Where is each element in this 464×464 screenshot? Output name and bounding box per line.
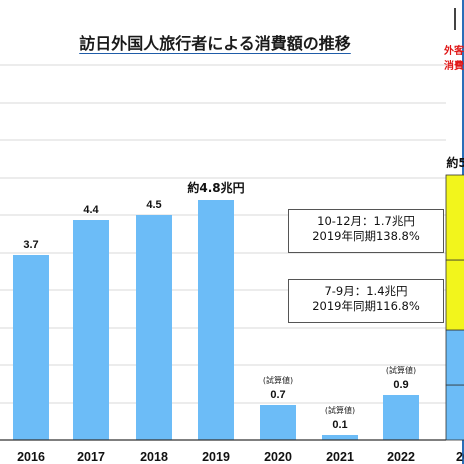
bar (260, 405, 296, 440)
estimate-note: (試算値) (263, 375, 293, 385)
side-note: 外客 消費 (444, 44, 464, 74)
data-label: 4.5 (146, 199, 161, 211)
data-label: 3.7 (23, 239, 38, 251)
data-label: 4.4 (83, 204, 99, 216)
stacked-bar-segment (445, 384, 464, 441)
bar (13, 255, 49, 440)
estimate-note: (試算値) (386, 365, 416, 375)
x-tick-label: 20 (456, 450, 464, 464)
bar (383, 395, 419, 440)
stacked-bar-segment (445, 174, 464, 261)
bar (73, 220, 109, 440)
callout-line: 2019年同期138.8% (312, 229, 420, 243)
bar (322, 435, 358, 440)
callout-line: 7-9月：1.4兆円 (324, 284, 408, 298)
x-tick-label: 2017 (77, 450, 105, 464)
x-tick-label: 2019 (202, 450, 230, 464)
callout-oct-dec: 10-12月：1.7兆円 2019年同期138.8% (288, 209, 444, 253)
bar (136, 215, 172, 440)
x-tick-label: 2022 (387, 450, 415, 464)
stacked-bar-segment (445, 329, 464, 386)
corner-bracket (454, 8, 456, 30)
data-label: 0.9 (393, 379, 408, 391)
callout-jul-sep: 7-9月：1.4兆円 2019年同期116.8% (288, 279, 444, 323)
stacked-bar-segment (445, 259, 464, 331)
data-label: 0.7 (270, 389, 285, 401)
callout-line: 2019年同期116.8% (312, 299, 420, 313)
bar (198, 200, 234, 440)
side-note-line: 消費 (444, 61, 464, 72)
data-label: 0.1 (332, 419, 347, 431)
x-tick-label: 2018 (140, 450, 168, 464)
side-note-line: 外客 (444, 46, 464, 57)
headline-label: 約4.8兆円 (187, 180, 244, 195)
chart-title: 訪日外国人旅行者による消費額の推移 (79, 34, 351, 53)
x-tick-label: 2016 (17, 450, 45, 464)
headline-label: 約5.3 (446, 155, 464, 170)
x-tick-label: 2020 (264, 450, 292, 464)
callout-line: 10-12月：1.7兆円 (317, 214, 415, 228)
estimate-note: (試算値) (325, 405, 355, 415)
x-tick-label: 2021 (326, 450, 354, 464)
